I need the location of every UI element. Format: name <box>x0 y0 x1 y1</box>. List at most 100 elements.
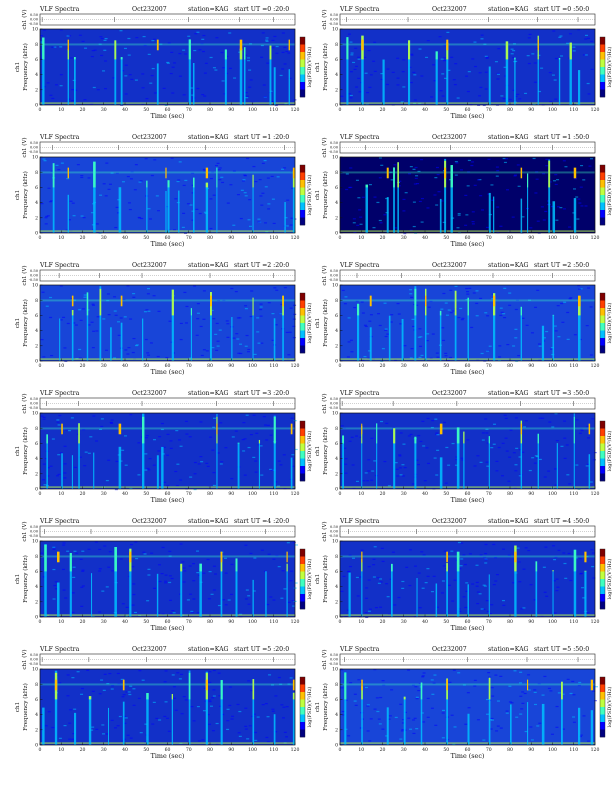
spectrogram-noise-cell <box>476 179 480 181</box>
spectrogram-noise-cell <box>340 425 344 427</box>
spectrogram-noise-cell <box>179 322 183 325</box>
spectrogram-band <box>340 555 595 558</box>
spectrogram-noise-cell <box>71 611 75 613</box>
spectrogram-noise-cell <box>566 678 570 680</box>
spectrogram-noise-cell <box>508 685 512 687</box>
spectrogram-noise-cell <box>403 345 407 347</box>
spectrogram-noise-cell <box>486 350 490 352</box>
spectrogram-noise-cell <box>137 442 141 444</box>
x-tick-label: 70 <box>486 235 492 241</box>
spectrogram-noise-cell <box>267 553 271 555</box>
spectrogram-noise-cell <box>215 322 219 325</box>
spectrogram-noise-cell <box>277 676 281 679</box>
spectrogram-noise-cell <box>238 317 242 319</box>
spectrogram-noise-cell <box>349 41 353 43</box>
spectrogram-noise-cell <box>80 605 84 607</box>
spectrogram-noise-cell <box>152 439 156 441</box>
spectrogram-noise-cell <box>554 57 558 60</box>
spectrogram-burst-core <box>269 45 272 60</box>
spectrogram-noise-cell <box>107 188 111 190</box>
spectrogram-burst-core <box>561 681 563 700</box>
colorbar-segment <box>600 202 605 211</box>
spectrogram-burst <box>252 297 254 361</box>
spectrogram-noise-cell <box>189 357 193 359</box>
spectrogram-noise-cell <box>419 345 423 347</box>
spectrogram-noise-cell <box>373 196 377 198</box>
spectrogram-burst <box>71 310 74 361</box>
spectrogram-noise-cell <box>121 181 125 183</box>
spectrogram-noise-cell <box>344 296 348 298</box>
spectrogram-noise-cell <box>216 162 220 164</box>
spectrogram-noise-cell <box>193 473 197 475</box>
spectrogram-noise-cell <box>417 572 421 574</box>
y-tick-label: 2 <box>35 727 38 733</box>
spectrogram-noise-cell <box>181 561 185 563</box>
spectrogram-noise-cell <box>148 218 152 220</box>
colorbar-segment <box>600 330 605 339</box>
spectrogram-noise-cell <box>67 98 71 100</box>
spectrogram-noise-cell <box>168 320 172 322</box>
spectrogram-noise-cell <box>444 77 448 79</box>
colorbar-segment <box>600 165 605 173</box>
spectrogram-noise-cell <box>254 739 258 742</box>
spectrogram-noise-cell <box>349 97 353 99</box>
spectrogram-noise-cell <box>548 71 552 74</box>
spectrogram-noise-cell <box>556 179 560 181</box>
spectrogram-noise-cell <box>516 164 520 166</box>
spectrogram-noise-cell <box>212 472 216 474</box>
spectrogram-noise-cell <box>98 611 102 613</box>
spectrogram-noise-cell <box>494 674 498 676</box>
spectrogram-burst-peak <box>361 551 363 563</box>
spectrogram-noise-cell <box>101 733 105 735</box>
spectrogram-burst-core <box>393 428 396 444</box>
spectrogram-noise-cell <box>367 357 371 359</box>
x-tick-label: 10 <box>358 363 364 369</box>
spectrogram-noise-cell <box>379 606 383 608</box>
spectrogram-noise-cell <box>500 475 504 477</box>
spectrogram-noise-cell <box>274 324 278 326</box>
x-tick-label: 50 <box>443 235 449 241</box>
spectrogram-noise-cell <box>253 557 257 559</box>
spectrogram-noise-cell <box>132 704 136 706</box>
spectrogram-noise-cell <box>425 447 429 449</box>
spectrogram-noise-cell <box>541 694 545 696</box>
spectrogram-band <box>40 171 295 174</box>
y-tick-label: 4 <box>35 712 38 718</box>
spectrogram-burst <box>578 707 581 745</box>
spectrogram-noise-cell <box>260 44 264 47</box>
spectrogram-noise-cell <box>455 459 459 461</box>
spectrogram-noise-cell <box>529 227 533 229</box>
spectrogram-noise-cell <box>503 66 507 68</box>
spectrogram-burst-peak <box>290 423 293 435</box>
waveform-tick-label: 0.50 <box>330 141 339 145</box>
spectrogram-noise-cell <box>200 43 204 45</box>
colorbar-segment <box>600 677 605 685</box>
spectrogram-noise-cell <box>341 289 345 292</box>
spectrogram-noise-cell <box>59 29 63 31</box>
spectrogram-noise-cell <box>401 71 405 73</box>
spectrogram-burst-core <box>88 696 92 700</box>
spectrogram-noise-cell <box>236 317 240 319</box>
spectrogram-noise-cell <box>553 559 557 561</box>
spectrogram-noise-cell <box>445 446 449 449</box>
spectrogram-burst <box>244 47 246 105</box>
spectrogram-noise-cell <box>366 705 370 707</box>
spectrogram-noise-cell <box>135 557 139 560</box>
colorbar-frame <box>299 36 306 98</box>
panel-station: station=KAG <box>188 6 229 13</box>
spectrogram-noise-cell <box>349 167 353 169</box>
spectrogram-burst-core <box>446 563 448 572</box>
spectrogram-noise-cell <box>117 212 121 214</box>
y-axis-channel-label: ch1 <box>315 62 321 72</box>
spectrogram-noise-cell <box>196 312 200 314</box>
waveform-tick-label: 0.00 <box>330 402 339 406</box>
spectrogram-noise-cell <box>480 352 484 355</box>
spectrogram-noise-cell <box>283 287 287 289</box>
spectrogram-burst <box>488 66 491 105</box>
panel-start-time: start UT =0 :20:0 <box>234 6 289 13</box>
spectrogram-burst <box>71 455 73 489</box>
spectrogram-noise-cell <box>54 581 58 583</box>
y-axis-label: Frequency (kHz) <box>22 683 29 731</box>
spectrogram-noise-cell <box>500 311 504 313</box>
spectrogram-noise-cell <box>61 568 65 571</box>
